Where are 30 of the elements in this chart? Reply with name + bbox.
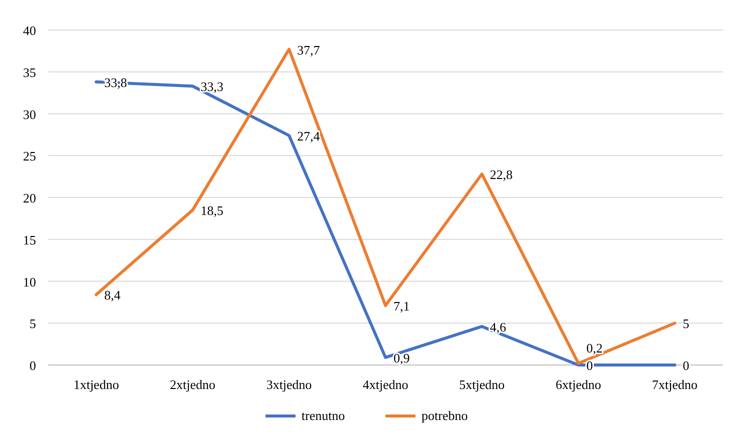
- y-tick-label: 0: [30, 358, 36, 373]
- x-tick-label: 1xtjedno: [73, 377, 119, 392]
- x-tick-label: 7xtjedno: [652, 377, 698, 392]
- data-label: 18,5: [200, 203, 224, 218]
- data-label: 7,1: [394, 298, 410, 314]
- x-tick-label: 6xtjedno: [556, 377, 602, 392]
- data-label: 27,4: [297, 128, 320, 144]
- y-tick-label: 20: [23, 190, 36, 206]
- x-tick-label: 4xtjedno: [362, 377, 408, 392]
- y-tick-label: 40: [23, 23, 36, 38]
- y-tick-label: 25: [23, 148, 36, 164]
- x-tick-label: 5xtjedno: [459, 377, 505, 392]
- data-label: 5: [682, 316, 690, 332]
- y-tick-label: 35: [23, 64, 36, 80]
- y-tick-label: 15: [23, 232, 36, 248]
- data-label: 22,8: [490, 167, 513, 182]
- y-tick-label: 5: [30, 316, 36, 332]
- data-label: 8,4: [104, 288, 121, 303]
- data-label: 0,9: [394, 350, 410, 366]
- data-label: 4,6: [490, 319, 507, 334]
- x-tick-label: 3xtjedno: [266, 377, 312, 392]
- legend-label: trenutno: [302, 408, 345, 423]
- data-label: 0: [682, 358, 690, 373]
- x-tick-label: 2xtjedno: [170, 377, 216, 392]
- data-label: 0,2: [586, 340, 603, 356]
- data-label: 37,7: [297, 42, 320, 58]
- y-tick-label: 30: [23, 106, 36, 122]
- data-label: 33,3: [200, 79, 224, 94]
- y-tick-label: 10: [23, 274, 36, 290]
- legend-label: potrebno: [422, 408, 468, 423]
